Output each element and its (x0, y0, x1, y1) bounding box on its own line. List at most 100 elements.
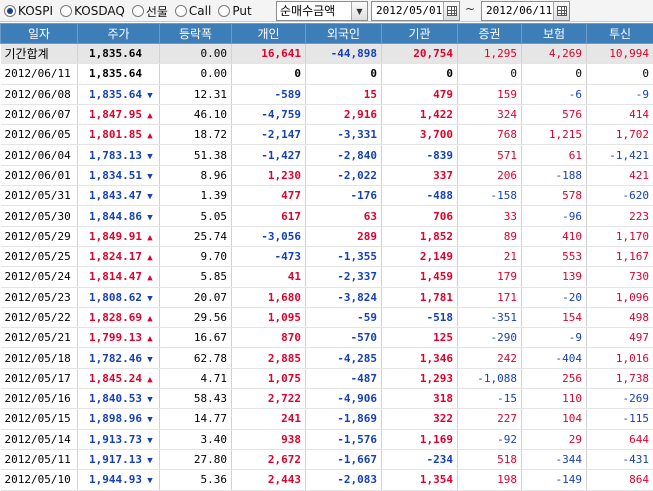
cell-institution-value: 0 (446, 67, 453, 80)
header-institution[interactable]: 기관 (382, 24, 458, 44)
radio-call[interactable]: Call (175, 4, 211, 18)
cell-change-value: 62.78 (194, 352, 227, 365)
cell-institution: 3,700 (382, 125, 458, 145)
cell-date: 2012/05/22 (1, 307, 78, 327)
cell-date: 2012/05/31 (1, 186, 78, 206)
header-foreign[interactable]: 외국인 (306, 24, 382, 44)
radio-put[interactable]: Put (218, 4, 251, 18)
cell-date-value: 2012/05/18 (5, 352, 71, 365)
cell-individual-value: 1,680 (268, 291, 301, 304)
radio-kosdaq[interactable]: KOSDAQ (60, 4, 125, 18)
cell-price: 1,799.13▲ (78, 328, 160, 348)
date-to-field[interactable]: 2012/06/11 (481, 1, 570, 21)
cell-price: 1,828.69▲ (78, 307, 160, 327)
cell-change-value: 5.85 (201, 270, 228, 283)
cell-institution: 1,781 (382, 287, 458, 307)
cell-price-value: 1,849.91 (89, 230, 142, 243)
cell-price-value: 1,845.24 (89, 372, 142, 385)
cell-individual: -473 (232, 246, 306, 266)
radio-circle[interactable] (132, 5, 144, 17)
cell-price: 1,898.96▼ (78, 409, 160, 429)
cell-price: 1,835.64▲ (78, 64, 160, 84)
cell-trust: 0 (587, 64, 653, 84)
radio-kospi[interactable]: KOSPI (4, 4, 53, 18)
cell-change-value: 1.39 (201, 189, 228, 202)
table-body: 기간합계1,835.64▲0.0016,641-44,89820,7541,29… (1, 44, 653, 491)
cell-individual: 2,722 (232, 389, 306, 409)
cell-insurance: 139 (522, 267, 587, 287)
cell-price-value: 1,808.62 (89, 291, 142, 304)
cell-individual: -589 (232, 84, 306, 104)
cell-insurance: -6 (522, 84, 587, 104)
cell-change: 29.56 (160, 307, 232, 327)
cell-date-value: 2012/05/15 (5, 412, 71, 425)
cell-foreign-value: -1,667 (337, 453, 377, 466)
cell-foreign: 15 (306, 84, 382, 104)
calendar-icon[interactable] (443, 2, 459, 20)
header-price[interactable]: 주가 (78, 24, 160, 44)
cell-foreign: 63 (306, 206, 382, 226)
cell-price-value: 1,898.96 (89, 412, 142, 425)
cell-foreign-value: -4,906 (337, 392, 377, 405)
radio-circle[interactable] (4, 5, 16, 17)
radio-circle[interactable] (218, 5, 230, 17)
total-row[interactable]: 기간합계1,835.64▲0.0016,641-44,89820,7541,29… (1, 44, 653, 64)
header-change[interactable]: 등락폭 (160, 24, 232, 44)
header-date[interactable]: 일자 (1, 24, 78, 44)
cell-insurance-value: 576 (562, 108, 582, 121)
cell-date-value: 2012/05/29 (5, 230, 71, 243)
calendar-icon[interactable] (553, 2, 569, 20)
cell-price-value: 1,917.13 (89, 453, 142, 466)
cell-foreign-value: 289 (357, 230, 377, 243)
header-securities[interactable]: 증권 (458, 24, 522, 44)
header-insurance[interactable]: 보험 (522, 24, 587, 44)
cell-foreign-value: -1,869 (337, 412, 377, 425)
cell-securities-value: 324 (497, 108, 517, 121)
chevron-down-icon[interactable]: ▼ (351, 2, 367, 20)
cell-foreign-value: 2,916 (344, 108, 377, 121)
cell-securities-value: 21 (504, 250, 517, 263)
date-from-value: 2012/05/01 (372, 2, 443, 20)
cell-date: 2012/05/23 (1, 287, 78, 307)
cell-securities-value: 33 (504, 210, 517, 223)
cell-institution-value: 1,422 (420, 108, 453, 121)
cell-change-value: 29.56 (194, 311, 227, 324)
date-from-field[interactable]: 2012/05/01 (371, 1, 460, 21)
cell-date: 2012/06/07 (1, 104, 78, 124)
radio-futures[interactable]: 선물 (132, 3, 168, 20)
type-select[interactable]: 순매수금액 ▼ (276, 1, 368, 21)
cell-individual-value: 0 (294, 67, 301, 80)
cell-trust-value: 1,016 (616, 352, 649, 365)
radio-circle[interactable] (60, 5, 72, 17)
header-trust[interactable]: 투신 (587, 24, 653, 44)
cell-individual: 1,230 (232, 165, 306, 185)
radio-circle[interactable] (175, 5, 187, 17)
cell-individual-value: 2,443 (268, 473, 301, 486)
cell-securities-value: 1,295 (484, 47, 517, 60)
cell-foreign: -1,869 (306, 409, 382, 429)
header-individual[interactable]: 개인 (232, 24, 306, 44)
cell-change: 0.00 (160, 64, 232, 84)
cell-individual: 2,443 (232, 470, 306, 490)
